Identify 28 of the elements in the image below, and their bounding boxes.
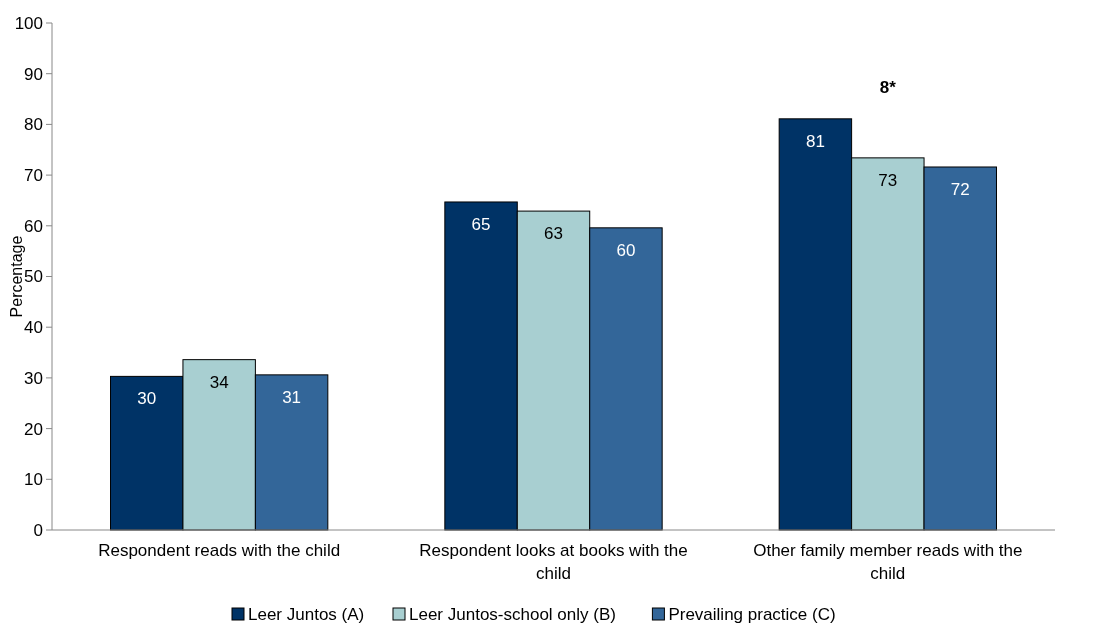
y-tick-label: 10 xyxy=(24,470,43,490)
legend-label: Leer Juntos (A) xyxy=(248,605,365,624)
y-tick-label: 0 xyxy=(33,520,43,540)
data-label: 63 xyxy=(544,224,563,244)
x-tick-label: Respondent reads with the child xyxy=(98,541,341,560)
data-label: 30 xyxy=(137,389,157,409)
legend-label: Leer Juntos-school only (B) xyxy=(409,605,616,624)
data-label: 60 xyxy=(616,240,636,260)
y-axis-title: Percentage xyxy=(8,235,25,318)
y-tick-label: 30 xyxy=(24,368,43,388)
y-tick-label: 80 xyxy=(24,115,43,135)
data-label: 31 xyxy=(282,387,302,407)
y-tick-label: 90 xyxy=(24,64,43,84)
y-tick-label: 100 xyxy=(14,13,43,33)
x-tick-label: Other family member reads with the child xyxy=(753,541,1023,583)
y-tick-label: 20 xyxy=(24,419,43,439)
data-label: 34 xyxy=(209,372,229,392)
data-label: 65 xyxy=(471,214,491,234)
y-tick-label: 40 xyxy=(24,318,43,338)
y-tick-label: 50 xyxy=(24,267,43,287)
data-label: 81 xyxy=(805,131,825,151)
legend-label: Prevailing practice (C) xyxy=(668,605,836,624)
y-tick-label: 60 xyxy=(24,216,43,236)
annotation: 8* xyxy=(879,77,897,97)
data-label: 72 xyxy=(950,179,970,199)
y-tick-label: 70 xyxy=(24,166,43,186)
x-tick-label: Respondent looks at books with the child xyxy=(419,541,688,583)
data-label: 73 xyxy=(878,170,898,190)
